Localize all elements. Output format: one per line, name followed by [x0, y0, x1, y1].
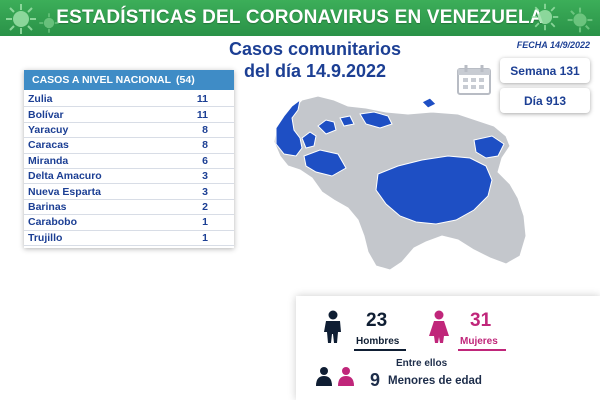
map-state-miranda — [359, 111, 393, 129]
state-name: Caracas — [28, 139, 69, 152]
cases-table: CASOS A NIVEL NACIONAL (54) Zulia 11 Bolí… — [24, 70, 234, 248]
state-name: Miranda — [28, 154, 69, 167]
state-name: Nueva Esparta — [28, 185, 101, 198]
state-name: Bolívar — [28, 108, 64, 121]
map-state-barinas — [303, 149, 347, 177]
virus-icon — [39, 13, 59, 33]
subtitle-line1: Casos comunitarios — [228, 39, 402, 59]
men-label: Hombres — [356, 336, 400, 347]
calendar-icon — [457, 65, 491, 95]
state-cases: 3 — [202, 170, 208, 183]
men-count: 23 — [366, 310, 388, 331]
table-row: Trujillo 1 — [24, 231, 234, 246]
state-cases: 11 — [196, 93, 208, 106]
state-cases: 6 — [202, 154, 208, 167]
demographics-panel: 23 Hombres 31 Mujeres Entre ellos 9 Meno… — [296, 296, 600, 400]
minors-icon — [316, 367, 354, 386]
minors-label: Menores de edad — [388, 375, 482, 387]
subtitle: Casos comunitarios del día 14.9.2022 — [200, 38, 430, 82]
map-state-zulia — [275, 98, 303, 157]
map-state-nueva-esparta — [421, 97, 437, 109]
subtitle-line2: del día 14.9.2022 — [243, 61, 387, 81]
state-name: Yaracuy — [28, 123, 69, 136]
women-label: Mujeres — [460, 336, 498, 347]
virus-icon — [531, 3, 559, 31]
table-row: Carabobo 1 — [24, 215, 234, 231]
report-date: FECHA 14/9/2022 — [516, 40, 590, 50]
state-cases: 3 — [202, 185, 208, 198]
male-icon — [324, 310, 341, 343]
table-header: CASOS A NIVEL NACIONAL (54) — [24, 70, 234, 90]
table-row: Caracas 8 — [24, 138, 234, 154]
state-cases: 1 — [202, 216, 208, 229]
state-name: Trujillo — [28, 231, 63, 244]
table-row: Barinas 2 — [24, 200, 234, 216]
map-state-trujillo — [301, 131, 317, 149]
day-badge: Día 913 — [500, 88, 590, 113]
women-underline — [458, 349, 506, 351]
among-them-label: Entre ellos — [396, 358, 448, 369]
table-row: Nueva Esparta 3 — [24, 184, 234, 200]
state-name: Barinas — [28, 200, 67, 213]
virus-icon — [567, 7, 593, 33]
virus-icon — [6, 4, 36, 34]
table-row: Delta Amacuro 3 — [24, 169, 234, 185]
map-state-delta-amacuro — [473, 135, 505, 159]
table-row: Zulia 11 — [24, 92, 234, 108]
table-row: Yaracuy 8 — [24, 123, 234, 139]
table-title: CASOS A NIVEL NACIONAL — [32, 74, 172, 86]
table-row: Miranda 6 — [24, 154, 234, 169]
venezuela-map — [273, 95, 527, 271]
table-row: Bolívar 11 — [24, 107, 234, 123]
women-count: 31 — [470, 310, 492, 331]
map-state-carabobo — [339, 115, 355, 127]
state-cases: 11 — [196, 108, 208, 121]
table-rows: Zulia 11 Bolívar 11 Yaracuy 8 Caracas 8 Mira… — [24, 92, 234, 246]
men-underline — [354, 349, 406, 351]
table-total: (54) — [176, 74, 195, 86]
state-name: Delta Amacuro — [28, 170, 102, 183]
state-cases: 8 — [202, 139, 208, 152]
minors-count: 9 — [370, 370, 381, 390]
state-cases: 2 — [202, 200, 208, 213]
week-badge: Semana 131 — [500, 58, 590, 83]
state-name: Carabobo — [28, 216, 78, 229]
state-cases: 1 — [202, 231, 208, 244]
female-icon — [429, 310, 449, 343]
header-banner: ESTADÍSTICAS DEL CORONAVIRUS EN VENEZUEL… — [0, 0, 600, 36]
state-cases: 8 — [202, 123, 208, 136]
state-name: Zulia — [28, 93, 53, 106]
map-state-bolivar — [375, 155, 493, 225]
map-state-yaracuy — [317, 119, 337, 135]
page-title: ESTADÍSTICAS DEL CORONAVIRUS EN VENEZUEL… — [56, 7, 544, 28]
